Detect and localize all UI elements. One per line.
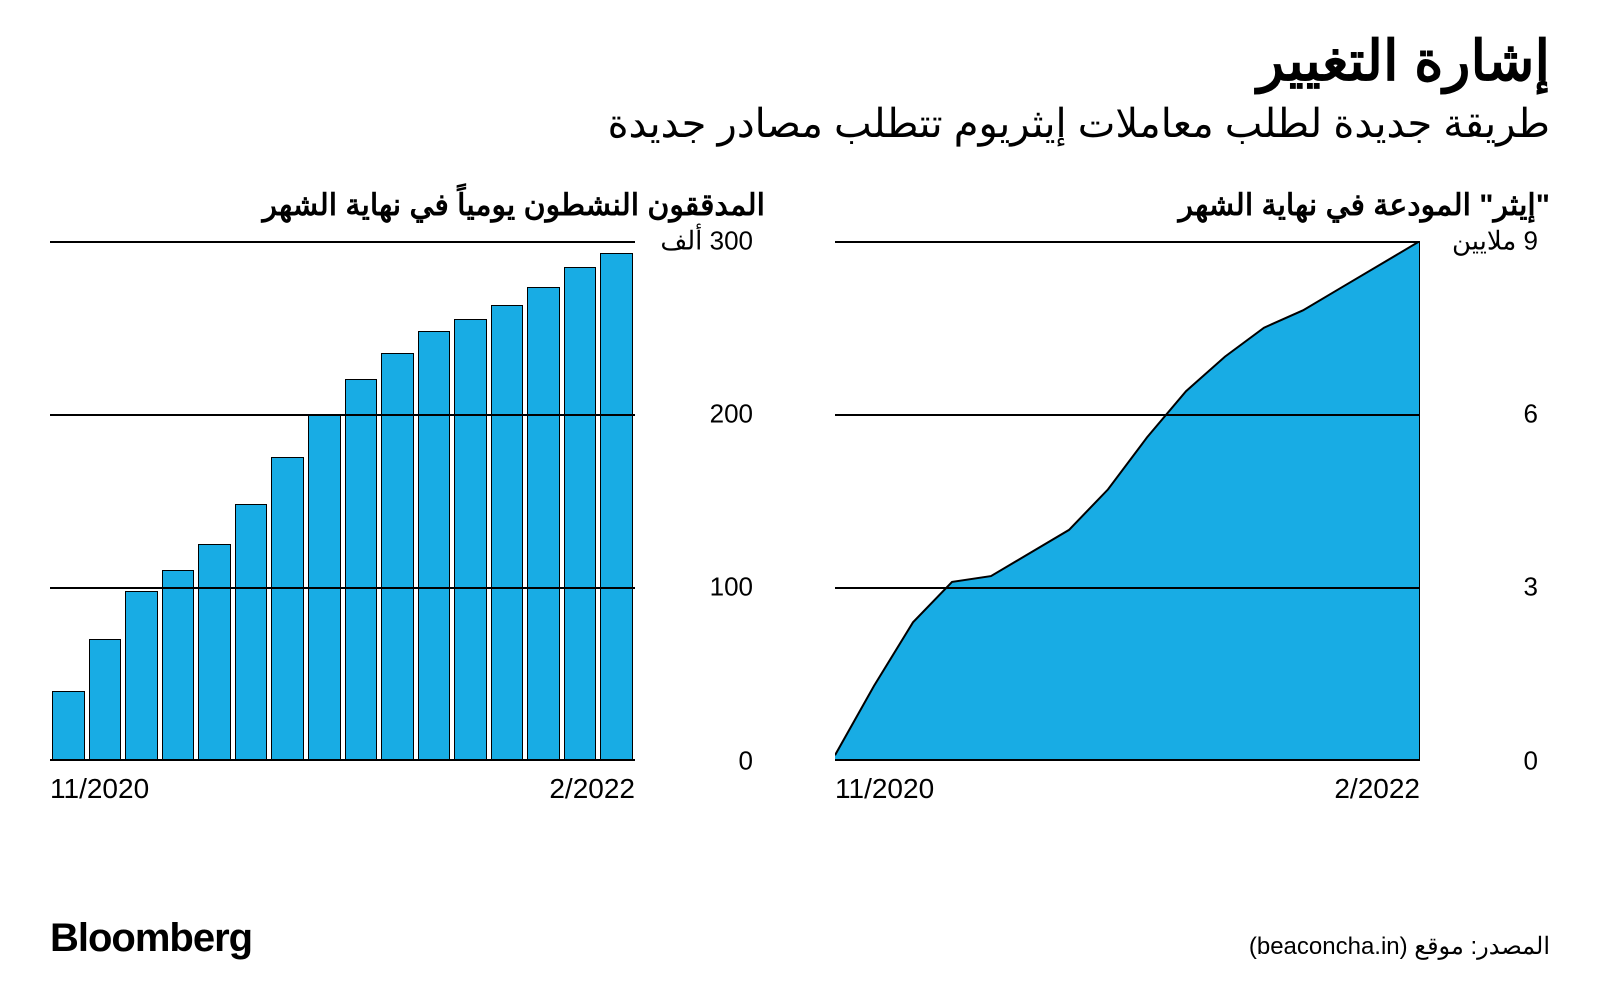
area-x-start: 11/2020 [835, 773, 934, 805]
y-tick-label: 100 [710, 572, 753, 603]
area-y-axis: 9 ملايين630 [1420, 241, 1550, 761]
bar-x-end: 2/2022 [549, 773, 635, 805]
bar [89, 639, 122, 760]
bar [418, 331, 451, 761]
gridline [50, 414, 635, 416]
bar-chart-title: المدققون النشطون يومياً في نهاية الشهر [50, 188, 765, 223]
chart-header: إشارة التغيير طريقة جديدة لطلب معاملات إ… [50, 30, 1550, 148]
bar-x-axis: 11/2020 2/2022 [50, 761, 765, 805]
bar-x-start: 11/2020 [50, 773, 149, 805]
y-tick-label: 3 [1524, 572, 1538, 603]
y-tick-label: 9 ملايين [1452, 225, 1538, 256]
bar [198, 544, 231, 761]
area-chart-panel: "إيثر" المودعة في نهاية الشهر 9 ملايين 6 3… [835, 188, 1550, 805]
bar [454, 319, 487, 761]
area-svg [835, 241, 1420, 761]
chart-title: إشارة التغيير [50, 30, 1550, 92]
area-baseline [835, 759, 1420, 761]
gridline [835, 587, 1420, 589]
bar [52, 691, 85, 760]
area-fill [835, 241, 1420, 761]
area-x-end: 2/2022 [1334, 773, 1420, 805]
bar [491, 305, 524, 761]
bar-chart-panel: المدققون النشطون يومياً في نهاية الشهر 3… [50, 188, 765, 805]
gridline [835, 241, 1420, 243]
y-tick-label: 300 ألف [660, 225, 753, 256]
area-chart-title: "إيثر" المودعة في نهاية الشهر [835, 188, 1550, 223]
bar [600, 253, 633, 761]
bar [125, 591, 158, 761]
chart-subtitle: طريقة جديدة لطلب معاملات إيثريوم تتطلب م… [50, 100, 1550, 148]
bar [271, 457, 304, 760]
bar [235, 504, 268, 761]
y-tick-label: 0 [739, 745, 753, 776]
area-plot-area [835, 241, 1420, 761]
bar-plot-area [50, 241, 635, 761]
bar-y-axis: 300 ألف2001000 [635, 241, 765, 761]
y-tick-label: 200 [710, 398, 753, 429]
area-x-axis: 11/2020 2/2022 [835, 761, 1550, 805]
gridline [50, 587, 635, 589]
bloomberg-logo: Bloomberg [50, 916, 252, 961]
chart-footer: Bloomberg المصدر: موقع (beaconcha.in) [50, 916, 1550, 961]
y-tick-label: 0 [1524, 745, 1538, 776]
bars-group [50, 241, 635, 761]
y-tick-label: 6 [1524, 398, 1538, 429]
bar-baseline [50, 759, 635, 761]
gridline [835, 414, 1420, 416]
bar [162, 570, 195, 761]
source-text: المصدر: موقع (beaconcha.in) [1249, 932, 1550, 961]
gridline [50, 241, 635, 243]
bar [564, 267, 597, 761]
bar [345, 379, 378, 760]
bar [527, 287, 560, 760]
charts-container: المدققون النشطون يومياً في نهاية الشهر 3… [50, 188, 1550, 805]
